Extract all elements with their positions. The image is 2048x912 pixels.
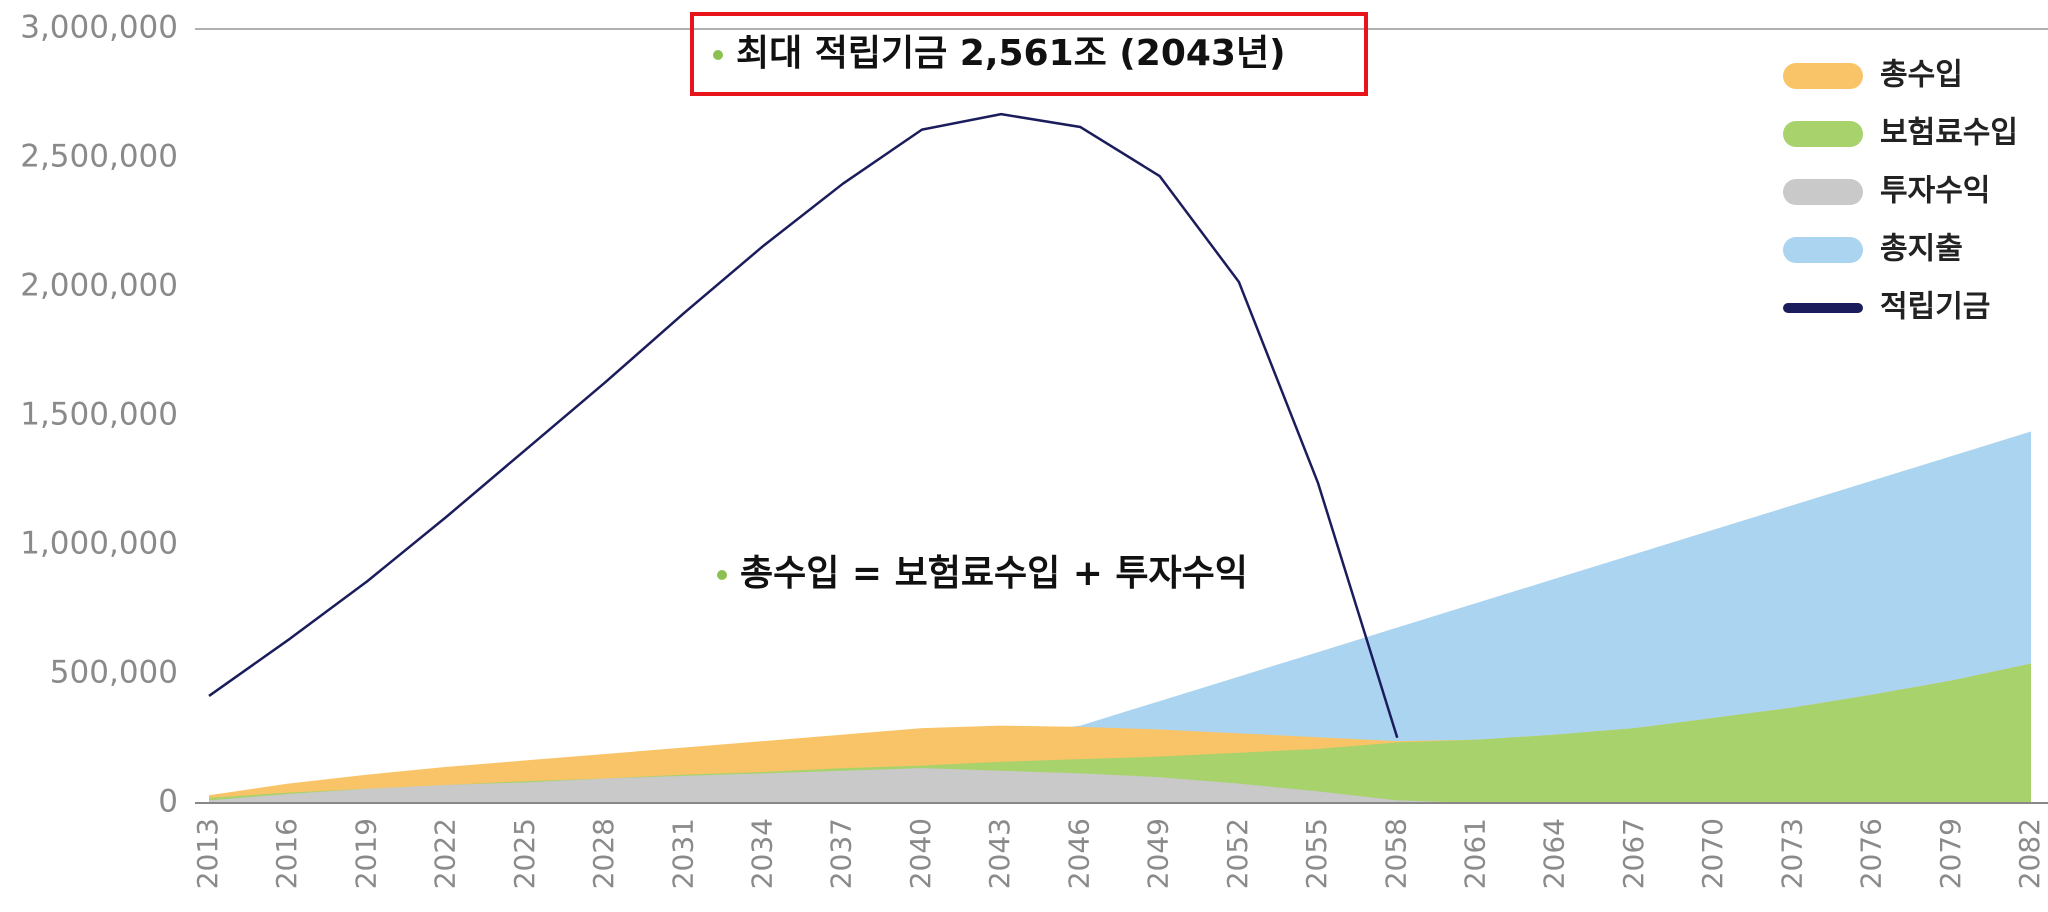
y-tick-label: 2,000,000 xyxy=(20,268,178,304)
axes: 0 500,000 1,000,000 1,500,000 2,000,000 2,500… xyxy=(20,10,2048,889)
legend-label: 총수입 xyxy=(1880,58,1963,93)
x-tick-label: 2058 xyxy=(1379,818,1412,889)
x-tick-label: 2046 xyxy=(1062,818,1095,889)
legend-label: 적립기금 xyxy=(1880,290,1990,325)
x-tick-label: 2076 xyxy=(1855,818,1888,889)
legend-label: 보험료수입 xyxy=(1880,116,2018,151)
line xyxy=(208,112,1399,739)
y-tick-label: 500,000 xyxy=(50,655,178,691)
x-tick-label: 2082 xyxy=(2013,818,2046,889)
x-tick-label: 2028 xyxy=(587,818,620,889)
x-tick-label: 2034 xyxy=(746,818,779,889)
x-tick-label: 2013 xyxy=(191,818,224,889)
bullet xyxy=(713,50,723,60)
x-tick-label: 2061 xyxy=(1458,818,1491,889)
plot-area xyxy=(209,431,2031,803)
area xyxy=(209,431,2031,803)
area xyxy=(209,768,2031,803)
x-tick-label: 2031 xyxy=(666,818,699,889)
legend-swatch xyxy=(1783,179,1863,205)
legend-label: 투자수익 xyxy=(1880,174,1990,209)
y-tick-label: 2,500,000 xyxy=(20,139,178,175)
legend-swatch xyxy=(1783,303,1863,313)
x-tick-label: 2079 xyxy=(1934,818,1967,889)
legend-swatch xyxy=(1783,63,1863,89)
highlight-box xyxy=(690,12,1368,96)
area xyxy=(209,663,2031,803)
bullet xyxy=(717,570,727,580)
legend-swatch xyxy=(1783,237,1863,263)
y-tick-label: 1,500,000 xyxy=(20,397,178,433)
legend-label: 총지출 xyxy=(1880,232,1963,267)
x-tick-label: 2040 xyxy=(904,818,937,889)
y-tick-label: 3,000,000 xyxy=(20,10,178,46)
x-tick-label: 2025 xyxy=(508,818,541,889)
x-tick-label: 2043 xyxy=(983,818,1016,889)
x-tick-label: 2022 xyxy=(429,818,462,889)
x-tick-label: 2019 xyxy=(349,818,382,889)
x-tick-label: 2052 xyxy=(1221,818,1254,889)
x-tick-label: 2070 xyxy=(1696,818,1729,889)
x-tick-label: 2016 xyxy=(270,818,303,889)
x-tick-label: 2037 xyxy=(825,818,858,889)
x-tick-label: 2049 xyxy=(1142,818,1175,889)
x-tick-label: 2064 xyxy=(1538,818,1571,889)
annotation: 최대 적립기금 2,561조 (2043년) xyxy=(736,33,1286,74)
x-tick-label: 2055 xyxy=(1300,818,1333,889)
annotation: 총수입 = 보험료수입 + 투자수익 xyxy=(740,553,1248,594)
legend-swatch xyxy=(1783,121,1863,147)
x-tick-label: 2067 xyxy=(1617,818,1650,889)
x-tick-label: 2073 xyxy=(1775,818,1808,889)
y-tick-label: 1,000,000 xyxy=(20,526,178,562)
y-tick-label: 0 xyxy=(158,784,178,820)
line-layer xyxy=(208,112,1399,739)
